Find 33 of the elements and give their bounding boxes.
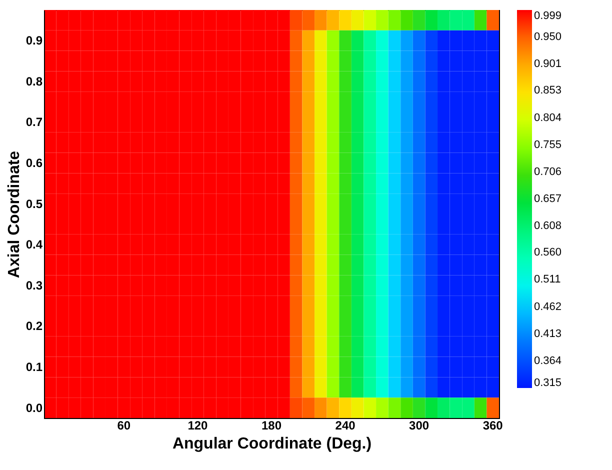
x-tick-label: 120 bbox=[188, 418, 208, 432]
color-bar-label: 0.950 bbox=[534, 31, 562, 44]
color-bar-label: 0.364 bbox=[534, 354, 562, 367]
color-bar-label: 0.706 bbox=[534, 166, 562, 178]
y-tick-label: 0.2 bbox=[26, 319, 43, 334]
x-tick-label: 360 bbox=[482, 418, 504, 432]
x-tick-label: 240 bbox=[335, 418, 356, 432]
x-axis-title: Angular Coordinate (Deg.) bbox=[172, 436, 372, 452]
color-bar-label: 0.853 bbox=[534, 84, 562, 97]
y-tick-label: 0.1 bbox=[26, 360, 43, 374]
y-tick-label: 0.6 bbox=[26, 156, 43, 170]
color-bar-label: 0.999 bbox=[534, 10, 562, 22]
y-tick-label: 0.9 bbox=[26, 34, 43, 48]
color-bar-label: 0.608 bbox=[534, 220, 562, 232]
x-tick-label: 60 bbox=[117, 418, 131, 432]
color-bar-label: 0.657 bbox=[534, 193, 562, 205]
y-tick-label: 0.5 bbox=[26, 196, 43, 211]
y-axis-title: Axial Coordinate bbox=[6, 150, 23, 278]
color-bar-label: 0.462 bbox=[534, 300, 562, 313]
color-bar-label: 0.804 bbox=[534, 112, 562, 124]
color-bar-label: 0.315 bbox=[534, 377, 562, 389]
x-tick-label: 180 bbox=[261, 418, 282, 432]
y-tick-label: 0.0 bbox=[26, 400, 43, 415]
x-tick-label: 300 bbox=[409, 418, 430, 432]
y-tick-label: 0.8 bbox=[26, 74, 43, 88]
color-bar-label: 0.901 bbox=[534, 58, 562, 70]
y-tick-label: 0.4 bbox=[26, 238, 43, 252]
y-tick-label: 0.7 bbox=[26, 115, 43, 130]
y-tick-label: 0.3 bbox=[26, 278, 43, 292]
color-bar-label: 0.560 bbox=[534, 246, 562, 259]
color-bar-label: 0.755 bbox=[534, 138, 562, 151]
color-bar-label: 0.511 bbox=[534, 274, 561, 286]
color-bar-label: 0.413 bbox=[534, 328, 562, 340]
